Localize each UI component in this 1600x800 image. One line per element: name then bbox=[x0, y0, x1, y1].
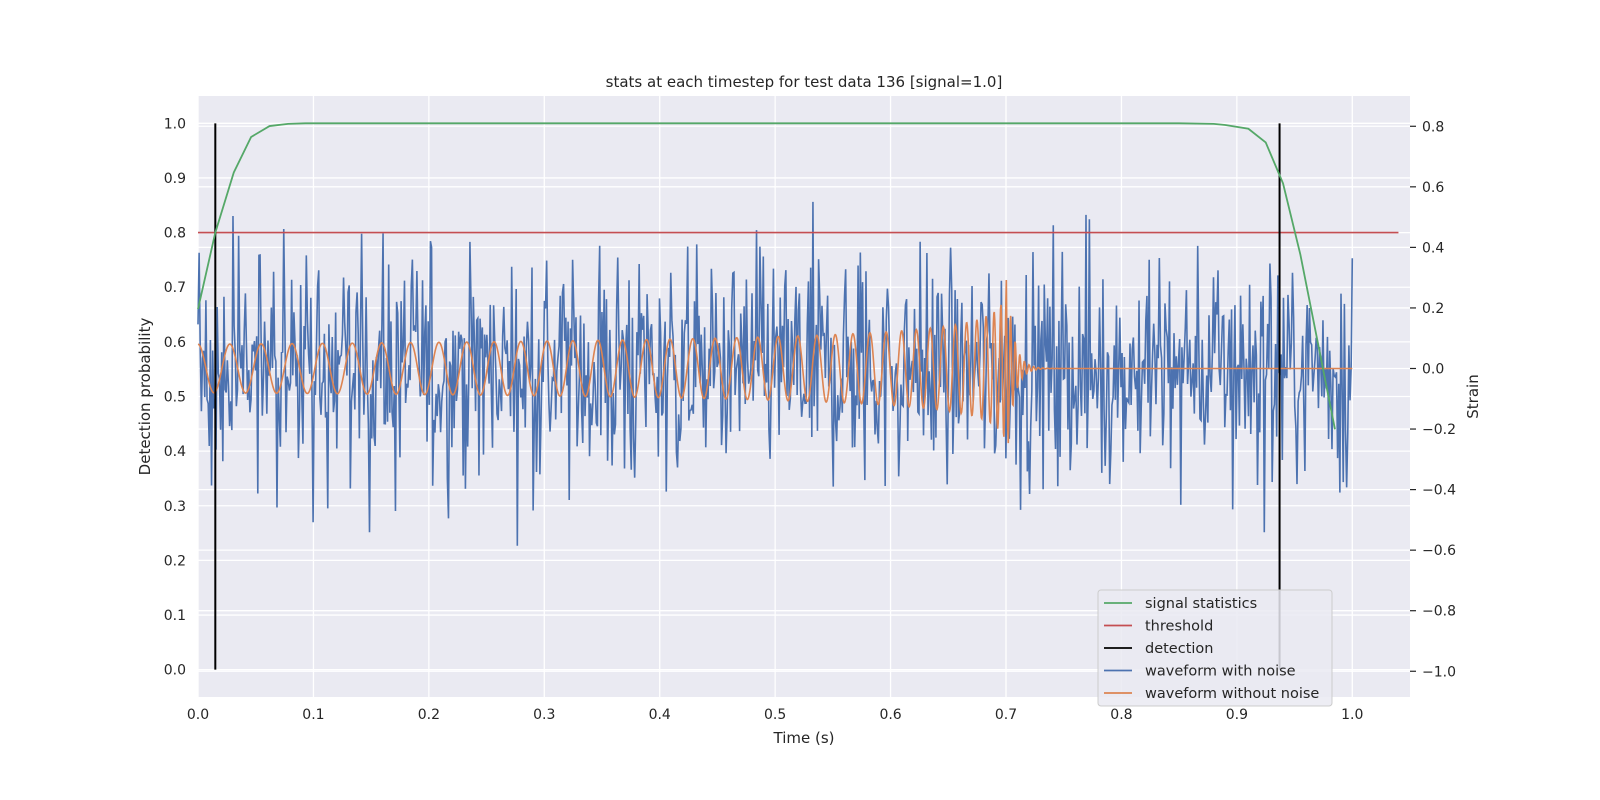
axes-layer: 0.0 0.1 0.2 0.3 0.4 0.5 0.6 0.7 0.8 0.9 1.0 0.0 0.1 0… bbox=[164, 116, 1456, 723]
y-tick-label: 0.4 bbox=[164, 444, 186, 460]
x-tick-label: 0.6 bbox=[879, 707, 901, 723]
y-tick-label: 0.1 bbox=[164, 608, 186, 624]
y2-tick-label: 0.8 bbox=[1422, 119, 1444, 135]
legend-entry: threshold bbox=[1145, 619, 1213, 635]
y2-tick-label: 0.6 bbox=[1422, 180, 1444, 196]
x-tick-label: 0.1 bbox=[302, 707, 324, 723]
x-tick-label: 0.7 bbox=[995, 707, 1017, 723]
series-layer bbox=[197, 122, 1399, 670]
legend-box bbox=[1097, 589, 1333, 707]
x-tick-label: 0.8 bbox=[1110, 707, 1132, 723]
legend: signal statistics threshold detection wavef… bbox=[1097, 589, 1333, 707]
x-tick-label: 0.2 bbox=[418, 707, 440, 723]
legend-entry: signal statistics bbox=[1145, 596, 1257, 612]
y2-tick-label: 0.2 bbox=[1422, 301, 1444, 317]
y-tick-label: 0.6 bbox=[164, 335, 186, 351]
x-axis-label: Time (s) bbox=[773, 729, 835, 747]
legend-entry: detection bbox=[1145, 641, 1213, 657]
y-tick-label: 0.3 bbox=[164, 499, 186, 515]
y2-tick-label: −0.6 bbox=[1422, 543, 1456, 559]
y-axis-label: Detection probability bbox=[136, 318, 154, 476]
y-tick-label: 0.7 bbox=[164, 280, 186, 296]
chart-title: stats at each timestep for test data 136… bbox=[606, 73, 1003, 91]
y-tick-label: 0.2 bbox=[164, 553, 186, 569]
y-tick-label: 0.8 bbox=[164, 226, 186, 242]
y2-tick-label: −0.4 bbox=[1422, 483, 1456, 499]
series-waveform-without-noise-line bbox=[197, 280, 1353, 444]
y2-tick-label: −0.2 bbox=[1422, 422, 1456, 438]
x-tick-label: 0.3 bbox=[533, 707, 555, 723]
legend-entry: waveform without noise bbox=[1145, 686, 1319, 702]
legend-entry: waveform with noise bbox=[1145, 664, 1296, 680]
y2-tick-label: 0.0 bbox=[1422, 361, 1444, 377]
y2-tick-label: −1.0 bbox=[1422, 664, 1456, 680]
x-tick-label: 0.4 bbox=[649, 707, 671, 723]
series-waveform-with-noise-line bbox=[197, 201, 1354, 546]
y-tick-label: 0.0 bbox=[164, 663, 186, 679]
y-tick-label: 0.5 bbox=[164, 390, 186, 406]
y-tick-label: 1.0 bbox=[164, 116, 186, 132]
y2-tick-label: 0.4 bbox=[1422, 240, 1444, 256]
series-signal-statistics-line bbox=[197, 122, 1336, 430]
y2-axis-label: Strain bbox=[1464, 374, 1482, 418]
y-tick-label: 0.9 bbox=[164, 171, 186, 187]
x-tick-label: 0.0 bbox=[187, 707, 209, 723]
x-tick-label: 0.9 bbox=[1226, 707, 1248, 723]
x-tick-label: 0.5 bbox=[764, 707, 786, 723]
y2-tick-label: −0.8 bbox=[1422, 604, 1456, 620]
x-tick-label: 1.0 bbox=[1341, 707, 1363, 723]
